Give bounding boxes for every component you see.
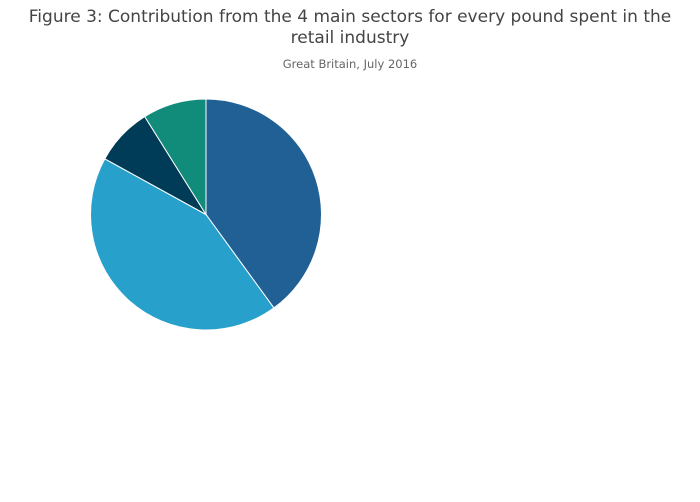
pie-slice-4[interactable] [144, 98, 207, 217]
chart-title-line-1: Figure 3: Contribution from the 4 main s… [28, 7, 672, 27]
chart-title: Figure 3: Contribution from the 4 main s… [0, 7, 700, 49]
pie-slice-1[interactable] [205, 98, 322, 309]
chart-title-line-2: retail industry [290, 28, 410, 48]
chart-subtitle: Great Britain, July 2016 [282, 57, 418, 71]
pie-slice-2[interactable] [90, 158, 275, 331]
